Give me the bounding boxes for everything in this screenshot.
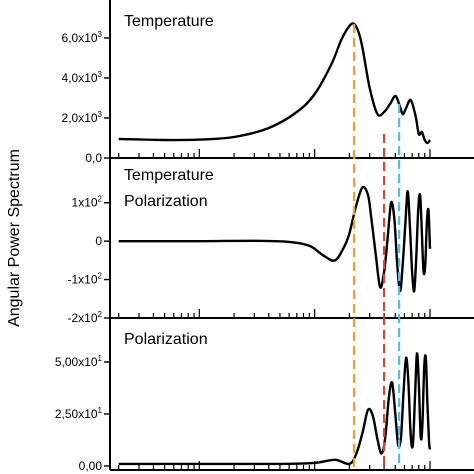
panel-1: 0,0 2,0x103 4,0x103 6,0x103 Temperature <box>62 0 474 165</box>
series-line <box>118 22 431 145</box>
panel-3: 0,00 2,50x101 5,00x101 Polarization <box>55 318 474 473</box>
y-tick-label: -2x102 <box>68 310 103 325</box>
y-tick-exponent: 2 <box>98 195 103 204</box>
series-line <box>118 185 432 293</box>
y-axis-label: Angular Power Spectrum <box>6 149 23 327</box>
y-tick-label: 5,00x101 <box>55 354 103 369</box>
panel-title: Temperature <box>124 13 214 30</box>
y-tick-label: 1x102 <box>72 195 103 210</box>
y-tick-exponent: 1 <box>98 406 103 415</box>
y-tick-label: 0,00 <box>79 459 103 473</box>
y-tick-exponent: 2 <box>98 310 103 319</box>
y-tick-exponent: 1 <box>98 354 103 363</box>
panel-title: Temperature <box>124 167 214 184</box>
y-tick-exponent: 2 <box>98 272 103 281</box>
y-tick-label: 2,50x101 <box>55 406 103 421</box>
y-tick-label: 4,0x103 <box>62 70 103 85</box>
panel-title: Polarization <box>124 193 208 210</box>
panel-2: -2x102 -1x102 0 1x102 Temperature Polarizatio… <box>68 158 474 325</box>
panel-title: Polarization <box>124 331 208 348</box>
y-tick-label: 6,0x103 <box>62 30 103 45</box>
y-tick-label: 0 <box>95 234 102 248</box>
y-tick-exponent: 3 <box>98 70 103 79</box>
y-tick-exponent: 3 <box>98 30 103 39</box>
y-tick-label: 0,0 <box>85 151 102 165</box>
y-tick-label: -1x102 <box>68 272 103 287</box>
y-tick-label: 2,0x103 <box>62 110 103 125</box>
y-tick-exponent: 3 <box>98 110 103 119</box>
